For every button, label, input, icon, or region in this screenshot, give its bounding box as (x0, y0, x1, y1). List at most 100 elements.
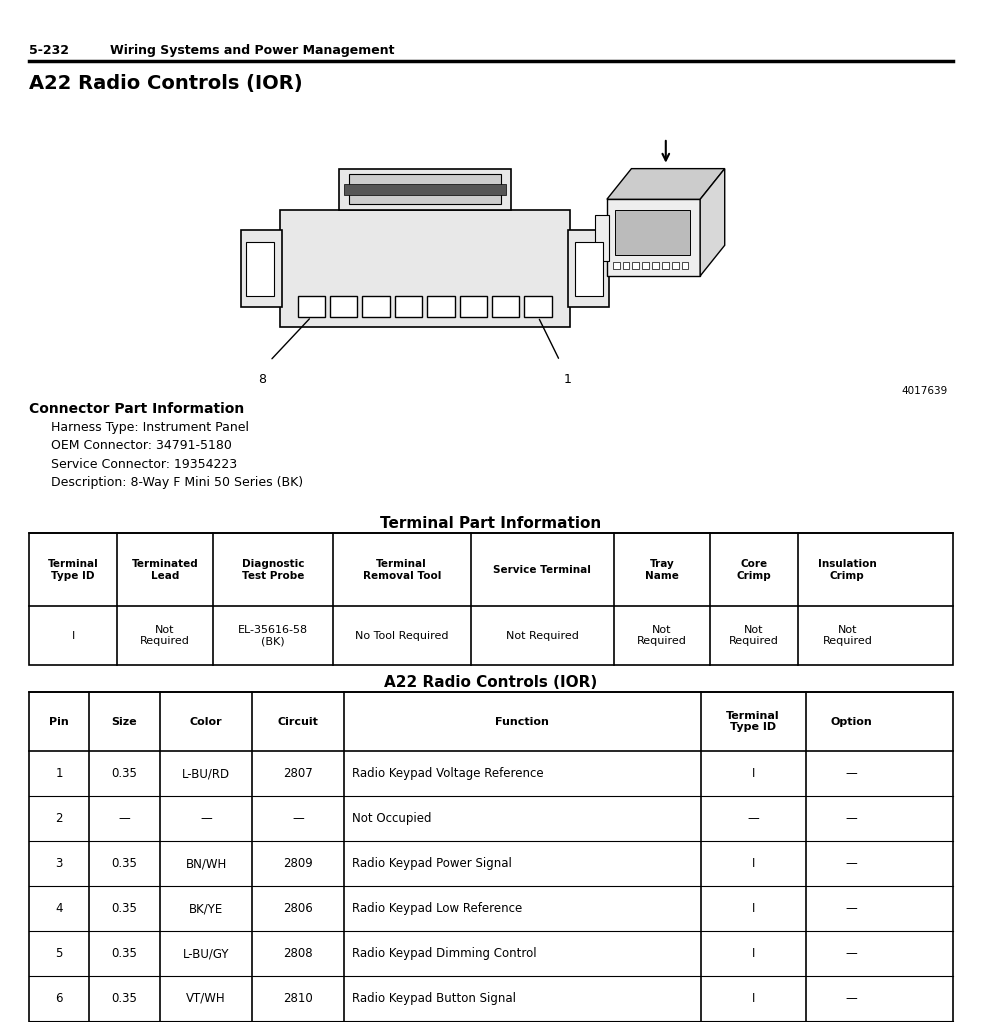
Text: I: I (751, 947, 755, 960)
Text: Not Required: Not Required (506, 631, 578, 641)
Text: 6: 6 (55, 992, 63, 1005)
Bar (672, 262, 679, 269)
Text: BN/WH: BN/WH (186, 857, 227, 870)
Text: Tray
Name: Tray Name (645, 559, 679, 580)
Text: 4: 4 (55, 902, 63, 915)
Text: —: — (846, 902, 857, 915)
Bar (460, 296, 487, 317)
Text: OEM Connector: 34791-5180: OEM Connector: 34791-5180 (51, 439, 232, 453)
Text: —: — (846, 857, 857, 870)
Text: L-BU/GY: L-BU/GY (183, 947, 229, 960)
Text: A22 Radio Controls (IOR): A22 Radio Controls (IOR) (384, 675, 598, 690)
Text: Radio Keypad Power Signal: Radio Keypad Power Signal (352, 857, 512, 870)
Bar (595, 215, 609, 261)
FancyBboxPatch shape (568, 230, 609, 307)
Text: I: I (751, 902, 755, 915)
Bar (29, 533, 953, 665)
Text: —: — (846, 947, 857, 960)
Text: 2810: 2810 (284, 992, 313, 1005)
Bar (524, 296, 552, 317)
Text: Core
Crimp: Core Crimp (736, 559, 771, 580)
Text: I: I (751, 992, 755, 1005)
Bar (362, 296, 390, 317)
Text: Radio Keypad Voltage Reference: Radio Keypad Voltage Reference (352, 768, 543, 780)
Text: 2808: 2808 (284, 947, 313, 960)
Text: I: I (751, 768, 755, 780)
Text: Not
Required: Not Required (729, 624, 779, 647)
Text: Option: Option (831, 716, 872, 727)
Bar (682, 262, 688, 269)
Text: No Tool Required: No Tool Required (355, 631, 449, 641)
Text: Size: Size (111, 716, 136, 727)
Text: —: — (118, 812, 130, 825)
Text: 1: 1 (55, 768, 63, 780)
Text: —: — (846, 812, 857, 825)
Text: Terminated
Lead: Terminated Lead (132, 559, 198, 580)
Text: Radio Keypad Low Reference: Radio Keypad Low Reference (352, 902, 522, 915)
Text: 2806: 2806 (284, 902, 313, 915)
Text: 0.35: 0.35 (111, 947, 137, 960)
Bar (344, 184, 506, 195)
Text: 5-232: 5-232 (29, 44, 70, 57)
Text: —: — (200, 812, 212, 825)
Text: Diagnostic
Test Probe: Diagnostic Test Probe (242, 559, 304, 580)
Text: 2: 2 (55, 812, 63, 825)
Text: 0.35: 0.35 (111, 768, 137, 780)
FancyBboxPatch shape (349, 174, 501, 204)
Text: I: I (72, 631, 75, 641)
Bar (427, 296, 455, 317)
Text: Not
Required: Not Required (822, 624, 872, 647)
Text: L-BU/RD: L-BU/RD (182, 768, 230, 780)
Text: Radio Keypad Dimming Control: Radio Keypad Dimming Control (352, 947, 536, 960)
Text: 3: 3 (55, 857, 63, 870)
FancyBboxPatch shape (339, 169, 511, 210)
Text: 1: 1 (564, 373, 572, 386)
Text: Wiring Systems and Power Management: Wiring Systems and Power Management (110, 44, 395, 57)
Text: Terminal Part Information: Terminal Part Information (380, 516, 602, 531)
Text: Function: Function (496, 716, 549, 727)
Text: Terminal
Type ID: Terminal Type ID (48, 559, 98, 580)
Text: 2809: 2809 (284, 857, 313, 870)
Bar (330, 296, 357, 317)
Text: —: — (846, 992, 857, 1005)
Text: Not
Required: Not Required (140, 624, 190, 647)
Bar (29, 692, 953, 1022)
Text: EL-35616-58
(BK): EL-35616-58 (BK) (238, 624, 308, 647)
Text: Terminal
Type ID: Terminal Type ID (727, 710, 780, 733)
Text: Not Occupied: Not Occupied (352, 812, 431, 825)
Bar (642, 262, 649, 269)
FancyBboxPatch shape (280, 210, 570, 327)
Text: Connector Part Information: Connector Part Information (29, 402, 245, 416)
Text: —: — (747, 812, 759, 825)
Text: 0.35: 0.35 (111, 857, 137, 870)
Text: Description: 8-Way F Mini 50 Series (BK): Description: 8-Way F Mini 50 Series (BK) (51, 476, 303, 490)
Bar (623, 262, 629, 269)
Text: Service Terminal: Service Terminal (493, 565, 591, 574)
Bar (632, 262, 639, 269)
Bar (395, 296, 422, 317)
Text: A22 Radio Controls (IOR): A22 Radio Controls (IOR) (29, 74, 303, 93)
Text: Circuit: Circuit (278, 716, 318, 727)
Text: 0.35: 0.35 (111, 902, 137, 915)
Text: —: — (293, 812, 304, 825)
Text: Service Connector: 19354223: Service Connector: 19354223 (51, 458, 238, 471)
Bar (607, 199, 700, 276)
Text: VT/WH: VT/WH (187, 992, 226, 1005)
Text: Harness Type: Instrument Panel: Harness Type: Instrument Panel (51, 421, 249, 434)
Text: 2807: 2807 (284, 768, 313, 780)
Text: Color: Color (190, 716, 222, 727)
Polygon shape (607, 169, 725, 199)
Text: 0.35: 0.35 (111, 992, 137, 1005)
Text: Insulation
Crimp: Insulation Crimp (818, 559, 877, 580)
Bar (298, 296, 325, 317)
Bar (613, 262, 620, 269)
Text: Radio Keypad Button Signal: Radio Keypad Button Signal (352, 992, 516, 1005)
Text: 8: 8 (258, 373, 266, 386)
Text: Terminal
Removal Tool: Terminal Removal Tool (362, 559, 441, 580)
Bar (575, 242, 603, 296)
Bar (492, 296, 519, 317)
Bar (615, 210, 690, 256)
Bar (662, 262, 669, 269)
Bar (652, 262, 659, 269)
Text: Not
Required: Not Required (637, 624, 687, 647)
